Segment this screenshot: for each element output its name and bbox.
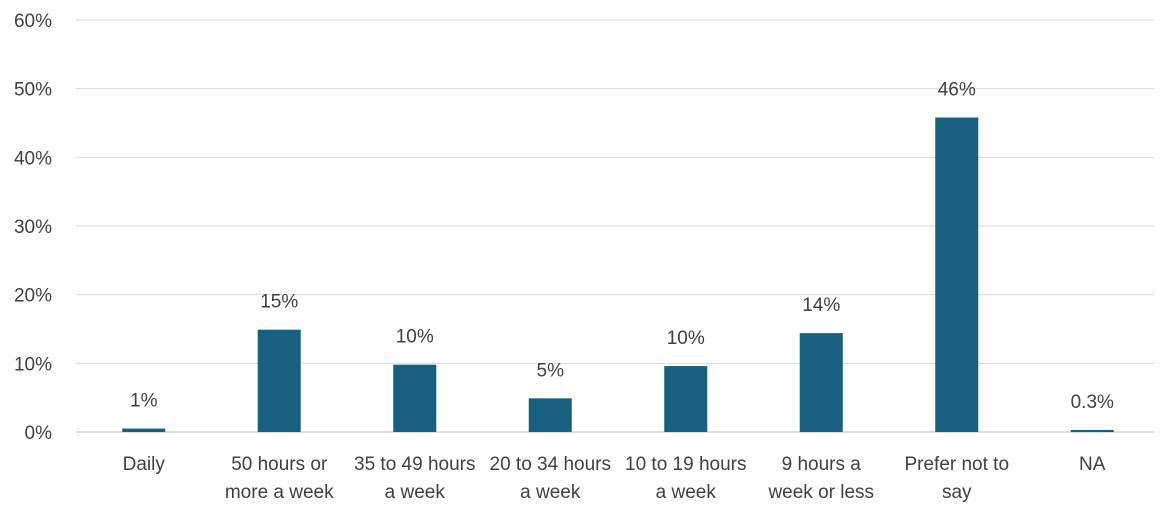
category-label-line: say: [942, 482, 972, 503]
category-label-line: 50 hours or: [231, 454, 328, 475]
category-label: Daily: [123, 454, 166, 475]
y-tick-label: 60%: [14, 11, 52, 32]
y-tick-label: 50%: [14, 80, 52, 101]
category-label: Prefer not to say: [904, 454, 1009, 503]
bar: [393, 364, 437, 432]
bar: [122, 428, 166, 432]
bar: [799, 333, 843, 432]
y-tick-label: 40%: [14, 148, 52, 169]
category-label-line: a week: [385, 482, 446, 503]
category-label: NA: [1079, 454, 1106, 475]
y-tick-label: 0%: [25, 423, 53, 444]
data-label: 14%: [802, 295, 840, 316]
data-label: 5%: [537, 360, 565, 381]
bar: [664, 366, 708, 432]
category-label-line: 20 to 34 hours: [490, 454, 611, 475]
category-label-line: Daily: [123, 454, 166, 475]
category-label-line: 9 hours a: [782, 454, 862, 475]
bar-series: [122, 117, 1114, 433]
category-label: 50 hours or more a week: [225, 454, 334, 503]
category-label-line: a week: [656, 482, 717, 503]
data-label: 0.3%: [1071, 392, 1114, 413]
category-label: 20 to 34 hours a week: [490, 454, 611, 503]
y-axis-ticks: 0% 10% 20% 30% 40% 50% 60%: [14, 11, 52, 444]
data-label: 46%: [938, 80, 976, 101]
bar: [935, 117, 979, 433]
data-label: 15%: [260, 292, 298, 313]
y-tick-label: 30%: [14, 217, 52, 238]
x-axis-categories: Daily 50 hours or more a week 35 to 49 hour…: [123, 454, 1106, 503]
category-label-line: 35 to 49 hours: [354, 454, 475, 475]
category-label-line: 10 to 19 hours: [625, 454, 746, 475]
category-label-line: week or less: [767, 482, 874, 503]
data-label: 10%: [396, 327, 434, 348]
category-label: 10 to 19 hours a week: [625, 454, 746, 503]
category-label: 35 to 49 hours a week: [354, 454, 475, 503]
category-label: 9 hours a week or less: [767, 454, 874, 503]
category-label-line: more a week: [225, 482, 334, 503]
data-label: 1%: [130, 391, 158, 412]
bar: [528, 398, 572, 432]
grid-layer: [76, 19, 1154, 433]
y-tick-label: 20%: [14, 286, 52, 307]
bar: [1070, 429, 1114, 432]
data-labels: 1% 15% 10% 5% 10% 14% 46% 0.3%: [130, 80, 1114, 413]
bar: [257, 329, 301, 432]
y-tick-label: 10%: [14, 354, 52, 375]
data-label: 10%: [667, 328, 705, 349]
category-label-line: Prefer not to: [904, 454, 1009, 475]
category-label-line: a week: [520, 482, 581, 503]
category-label-line: NA: [1079, 454, 1106, 475]
